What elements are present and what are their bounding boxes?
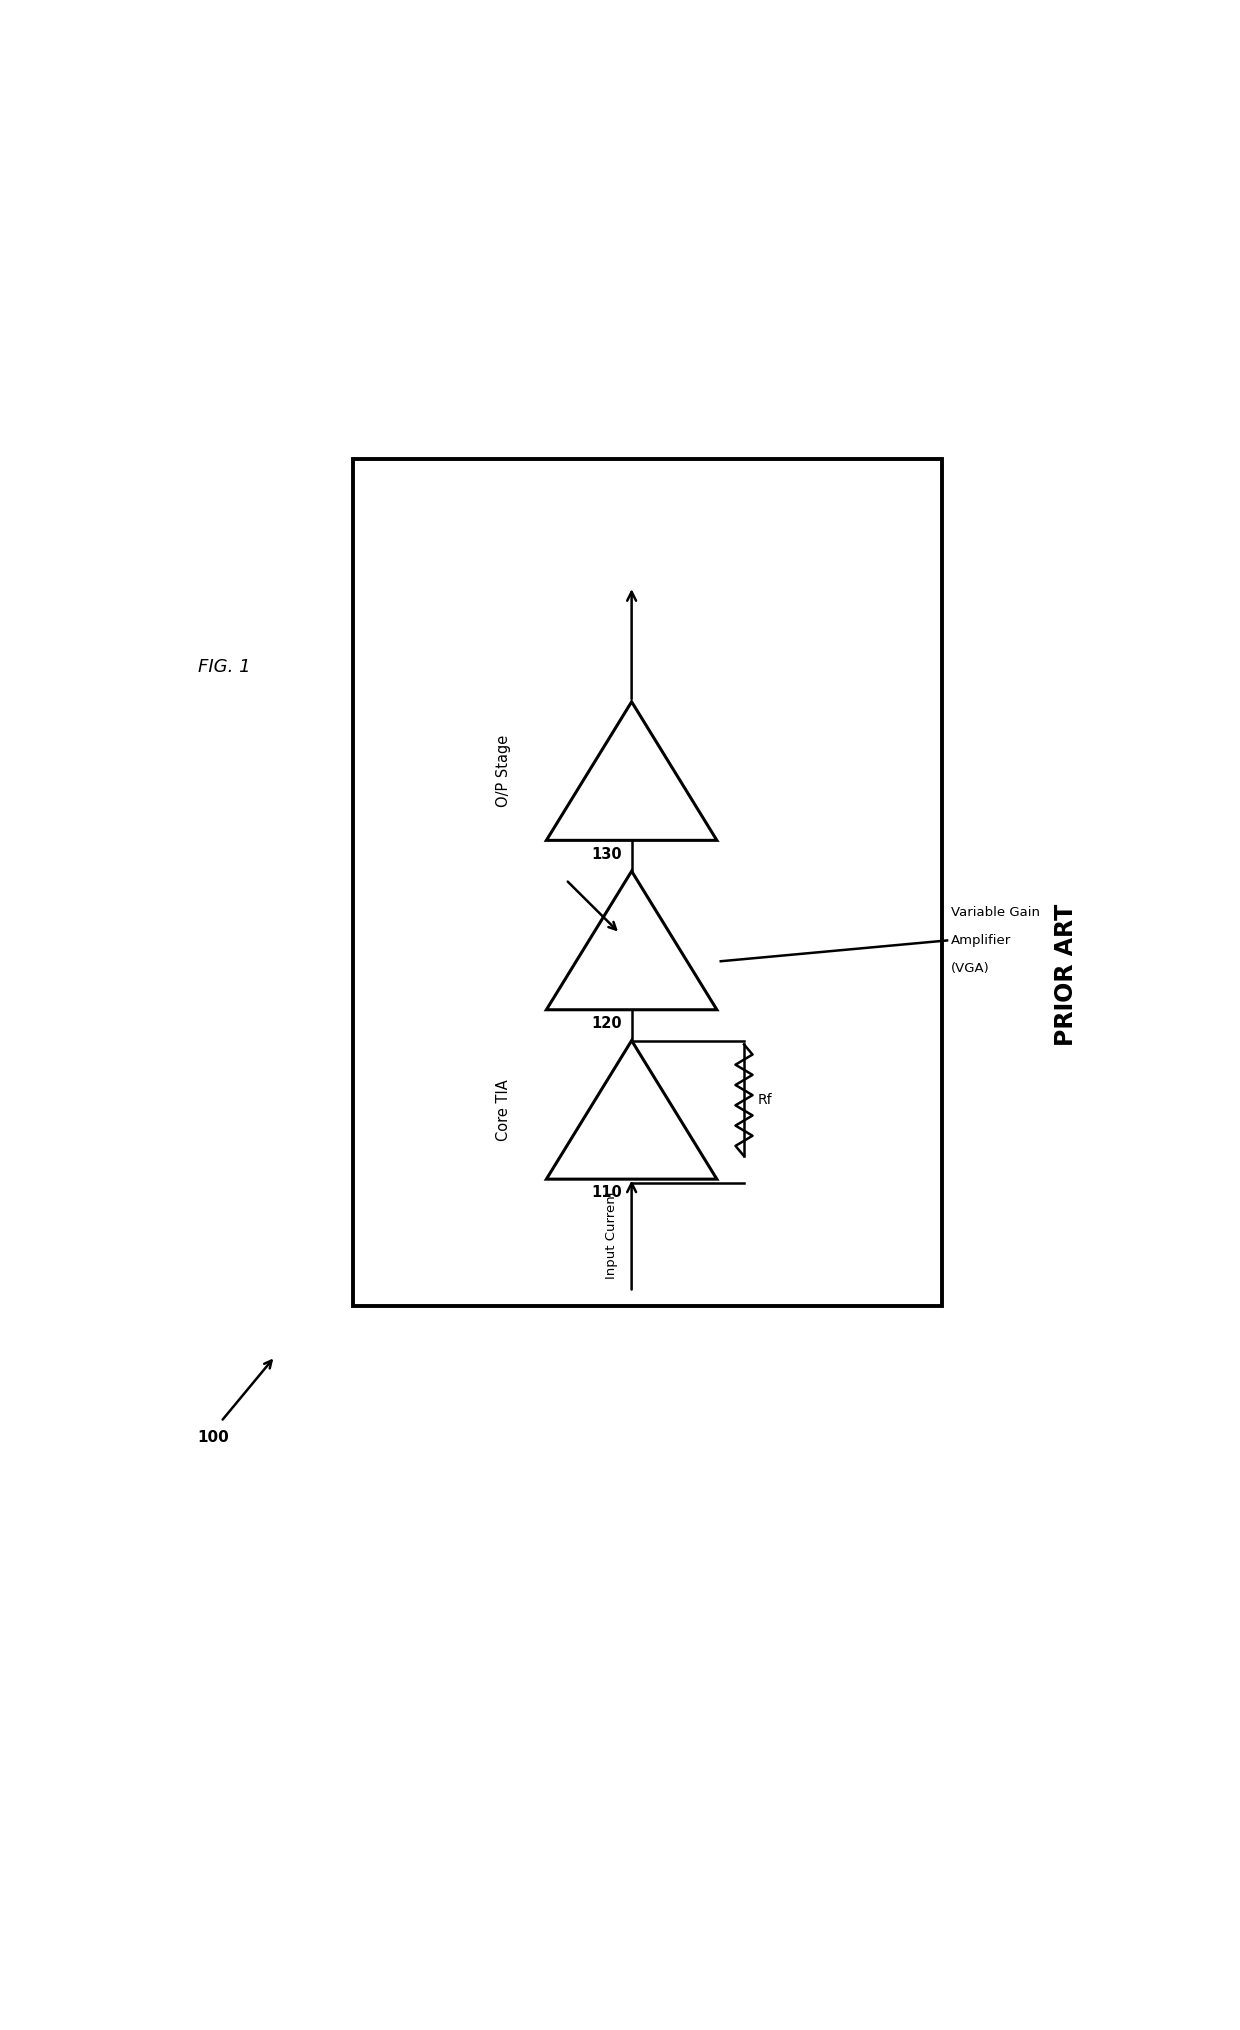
Text: 110: 110	[591, 1186, 622, 1200]
Bar	[352, 459, 941, 1305]
Text: 120: 120	[591, 1015, 622, 1031]
Text: PRIOR ART: PRIOR ART	[1054, 903, 1078, 1045]
Text: (VGA): (VGA)	[951, 962, 990, 974]
Text: Input Current: Input Current	[605, 1190, 618, 1279]
Text: FIG. 1: FIG. 1	[197, 658, 250, 676]
Text: Rf: Rf	[758, 1094, 771, 1106]
Text: 130: 130	[591, 847, 622, 861]
Text: 100: 100	[197, 1429, 229, 1445]
Text: O/P Stage: O/P Stage	[496, 735, 511, 808]
Text: Amplifier: Amplifier	[951, 934, 1011, 946]
Text: Variable Gain: Variable Gain	[951, 905, 1040, 920]
Text: Core TIA: Core TIA	[496, 1080, 511, 1141]
